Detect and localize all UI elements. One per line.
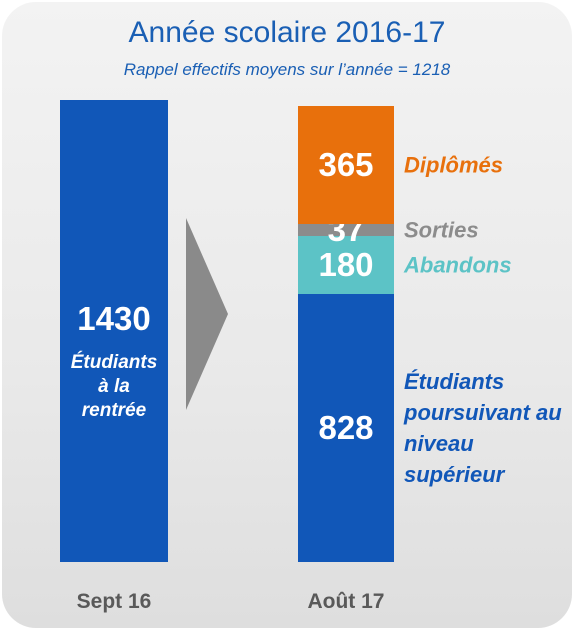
- chart-subtitle: Rappel effectifs moyens sur l’année = 12…: [123, 60, 451, 79]
- legend-label: Diplômés: [404, 152, 504, 178]
- value-label: 1430: [77, 300, 151, 337]
- legend-label: Sorties: [404, 217, 479, 243]
- bar-segment: [298, 236, 394, 295]
- chart-title: Année scolaire 2016-17: [128, 16, 446, 49]
- legend-label: Étudiants poursuivant au niveau supérieu…: [404, 369, 562, 488]
- x-tick-label: Août 17: [307, 590, 385, 613]
- value-label: 365: [318, 146, 374, 184]
- arrow: [186, 218, 228, 410]
- bar-segment: [60, 100, 168, 562]
- value-label: 828: [318, 409, 374, 447]
- series-label: Étudiants à la rentrée: [70, 352, 158, 421]
- x-tick-label: Sept 16: [76, 590, 152, 613]
- legend-label: Abandons: [404, 252, 512, 278]
- bar-segment: [298, 294, 394, 562]
- bar-segment: [298, 106, 394, 225]
- bar-segment: [298, 224, 394, 237]
- value-label: 180: [318, 246, 374, 284]
